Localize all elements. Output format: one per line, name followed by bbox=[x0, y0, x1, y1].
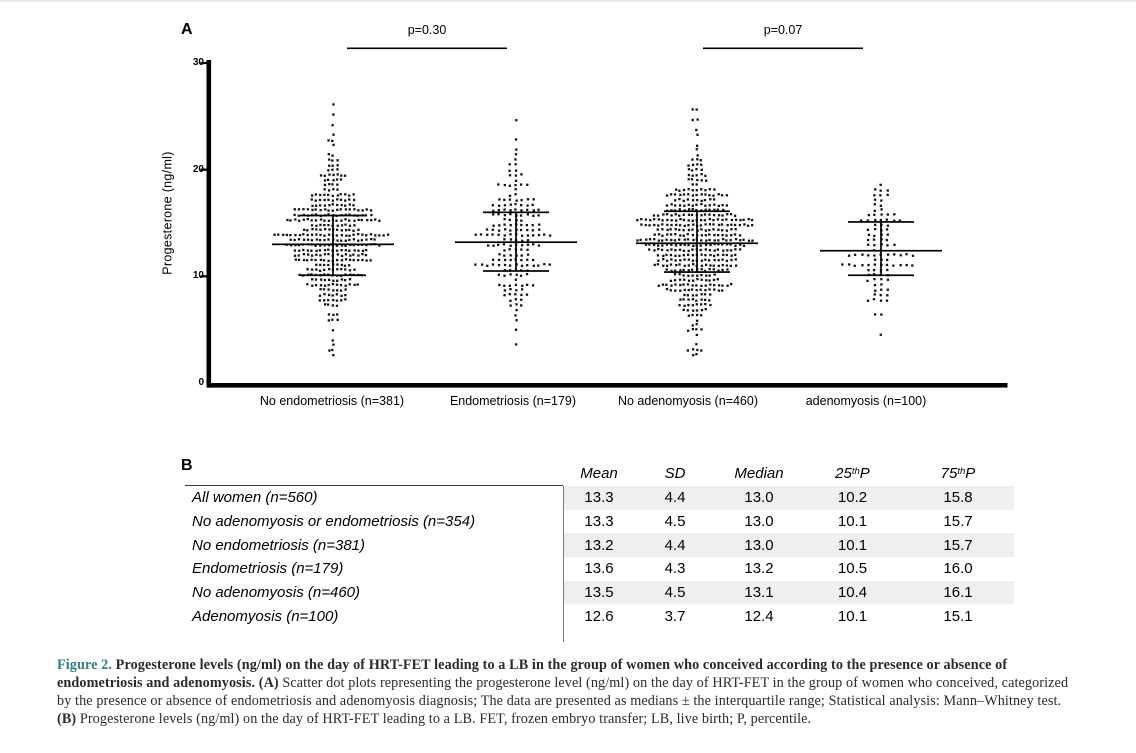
cell-value: 16.0 bbox=[943, 560, 973, 578]
group-label-adenomyosis: adenomyosis (n=100) bbox=[805, 394, 927, 408]
row-label: No adenomyosis or endometriosis (n=354) bbox=[192, 513, 476, 531]
row-label: No endometriosis (n=381) bbox=[192, 536, 366, 554]
cell-value: 3.7 bbox=[664, 607, 686, 625]
cell-value: 4.3 bbox=[664, 560, 686, 578]
panel-a-label: A bbox=[181, 21, 193, 38]
cell-value: 10.1 bbox=[837, 607, 868, 625]
cell-value: 4.5 bbox=[664, 513, 686, 531]
p75-sup: th bbox=[957, 466, 966, 478]
cell-value: 10.4 bbox=[803, 580, 902, 605]
y-tick-20: 20 bbox=[192, 164, 204, 175]
cell-value: 4.4 bbox=[635, 486, 715, 510]
cell-value: 10.1 bbox=[803, 533, 902, 558]
table-body: All women (n=560) 13.3 4.4 13.0 10.2 15.8 No a… bbox=[185, 486, 1014, 628]
row-label: Endometriosis (n=179) bbox=[192, 560, 344, 578]
table-row: No adenomyosis or endometriosis (n=354) 1… bbox=[185, 510, 1014, 534]
col-header-mean: Mean bbox=[580, 464, 618, 482]
cell-value: 12.6 bbox=[584, 607, 614, 625]
cell-value: 13.2 bbox=[744, 560, 774, 578]
p75-base: 75 bbox=[940, 464, 958, 482]
cell-value: 10.2 bbox=[803, 486, 902, 510]
figure-number: Figure 2. bbox=[57, 657, 113, 673]
pvalue-label-2: p=0.07 bbox=[763, 23, 803, 37]
row-label: Adenomyosis (n=100) bbox=[192, 607, 339, 625]
cell-value: 13.2 bbox=[563, 533, 635, 558]
y-axis-label: Progesterone (ng/ml) bbox=[160, 151, 175, 275]
group-label-no-adenomyosis: No adenomyosis (n=460) bbox=[617, 394, 758, 408]
caption-a-text: Scatter dot plots representing the proge… bbox=[57, 675, 1069, 710]
caption-title: Progesterone levels (ng/ml) on the day o… bbox=[57, 657, 1008, 692]
cell-value: 15.7 bbox=[902, 533, 1014, 558]
cell-value: 15.7 bbox=[943, 513, 973, 531]
cell-value: 13.3 bbox=[563, 486, 635, 510]
pvalue-label-1: p=0.30 bbox=[407, 23, 447, 37]
table-row: Adenomyosis (n=100) 12.6 3.7 12.4 10.1 15.1 bbox=[185, 604, 1014, 628]
group-label-endometriosis: Endometriosis (n=179) bbox=[449, 394, 577, 408]
y-tick-0: 0 bbox=[198, 377, 204, 388]
cell-value: 13.0 bbox=[744, 513, 774, 531]
table-row: No adenomyosis (n=460) 13.5 4.5 13.1 10.4 16.… bbox=[185, 580, 1014, 605]
cell-value: 13.5 bbox=[563, 580, 635, 605]
cell-value: 13.0 bbox=[715, 486, 803, 510]
p25-tail: P bbox=[859, 464, 870, 482]
beeswarm-plot bbox=[200, 47, 1008, 388]
col-header-median: Median bbox=[734, 464, 784, 482]
figure-caption: Figure 2. Progesterone levels (ng/ml) on… bbox=[57, 656, 1078, 728]
cell-value: 4.5 bbox=[635, 580, 715, 605]
cell-value: 15.1 bbox=[943, 607, 973, 625]
caption-b-text: Progesterone levels (ng/ml) on the day o… bbox=[76, 711, 812, 728]
col-header-sd: SD bbox=[664, 464, 686, 482]
row-label: No adenomyosis (n=460) bbox=[192, 584, 361, 602]
cell-value: 13.0 bbox=[715, 533, 803, 558]
cell-value: 10.1 bbox=[837, 513, 868, 531]
cell-value: 13.3 bbox=[584, 513, 614, 531]
panel-b-label: B bbox=[181, 457, 193, 474]
table-divider bbox=[563, 486, 564, 642]
table-row: Endometriosis (n=179) 13.6 4.3 13.2 10.5 16.0 bbox=[185, 557, 1014, 581]
table-row: All women (n=560) 13.3 4.4 13.0 10.2 15.8 bbox=[185, 486, 1014, 510]
y-tick-10: 10 bbox=[192, 270, 204, 281]
row-label: All women (n=560) bbox=[192, 489, 318, 507]
cell-value: 4.4 bbox=[635, 533, 715, 558]
cell-value: 12.4 bbox=[744, 607, 774, 625]
page-top-border bbox=[0, 0, 1136, 2]
cell-value: 13.1 bbox=[715, 580, 803, 605]
p75-tail: P bbox=[965, 464, 976, 482]
p25-base: 25 bbox=[835, 464, 852, 482]
header-empty-cell bbox=[185, 460, 563, 486]
caption-a-marker: (A) bbox=[258, 675, 279, 692]
caption-b-marker: (B) bbox=[57, 711, 77, 728]
table-row: No endometriosis (n=381) 13.2 4.4 13.0 10.1 1… bbox=[185, 533, 1014, 558]
y-tick-30: 30 bbox=[192, 57, 204, 68]
cell-value: 13.6 bbox=[584, 560, 614, 578]
header-underline bbox=[185, 485, 563, 487]
group-label-no-endometriosis: No endometriosis (n=381) bbox=[259, 394, 405, 408]
cell-value: 16.1 bbox=[902, 580, 1014, 605]
cell-value: 15.8 bbox=[902, 486, 1014, 510]
p25-sup: th bbox=[851, 466, 860, 478]
cell-value: 10.5 bbox=[837, 560, 868, 578]
